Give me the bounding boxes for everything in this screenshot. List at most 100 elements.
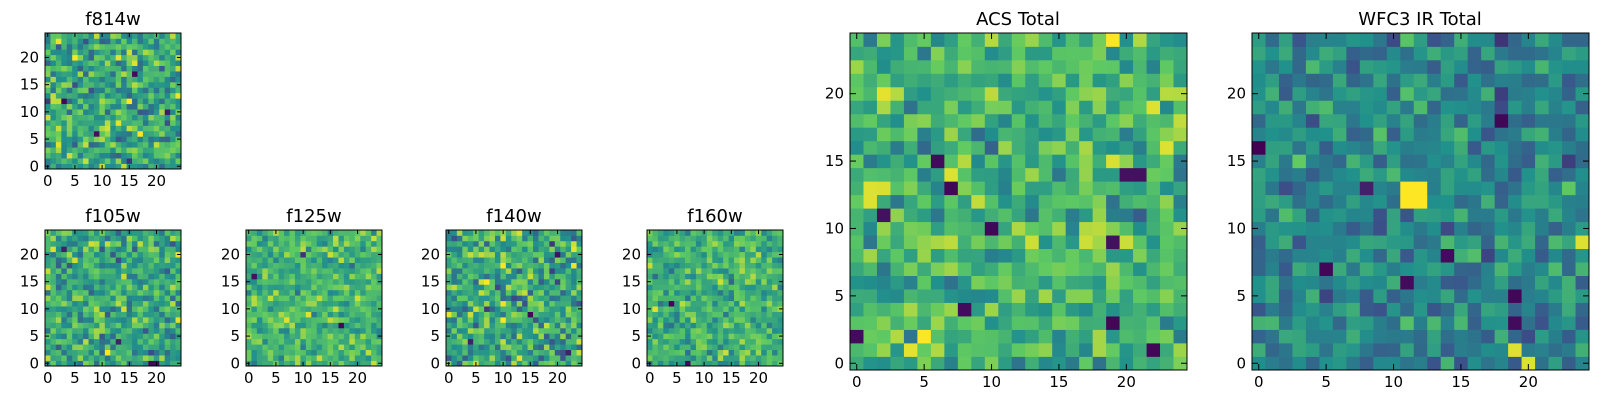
heatmap-cell xyxy=(1278,235,1293,250)
heatmap-cell xyxy=(527,333,534,340)
heatmap-cell xyxy=(1521,262,1536,276)
heatmap-cell xyxy=(505,355,512,361)
heatmap-cell xyxy=(121,87,127,94)
heatmap-cell xyxy=(126,152,133,159)
heatmap-cell xyxy=(1119,113,1134,128)
heatmap-cell xyxy=(744,295,751,302)
heatmap-cell xyxy=(674,300,680,307)
heatmap-cell xyxy=(766,295,773,302)
heatmap-cell xyxy=(1346,167,1361,182)
heatmap-cell xyxy=(93,141,100,148)
heatmap-cell xyxy=(1427,33,1442,47)
heatmap-cell xyxy=(663,306,670,312)
heatmap-cell xyxy=(494,262,501,269)
heatmap-cell xyxy=(175,317,182,323)
heatmap-cell xyxy=(766,289,773,296)
heatmap-cell xyxy=(1252,343,1266,357)
heatmap-cell xyxy=(668,235,675,242)
heatmap-cell xyxy=(278,273,285,280)
heatmap-cell xyxy=(1092,127,1107,142)
heatmap-cell xyxy=(126,295,133,302)
heatmap-cell xyxy=(1481,73,1495,88)
heatmap-cell xyxy=(489,289,496,296)
heatmap-cell xyxy=(88,273,95,280)
y-tick-label: 5 xyxy=(834,287,844,305)
heatmap-cell xyxy=(1427,316,1442,330)
heatmap-cell xyxy=(77,109,84,115)
heatmap-cell xyxy=(83,273,89,280)
heatmap-cell xyxy=(93,71,100,77)
heatmap-cell xyxy=(750,306,757,312)
heatmap-cell xyxy=(1305,86,1320,101)
heatmap-cell xyxy=(1535,329,1549,344)
heatmap-cell xyxy=(1052,154,1067,169)
heatmap-cell xyxy=(159,295,166,302)
heatmap-cell xyxy=(88,125,95,132)
heatmap-cell xyxy=(175,289,182,296)
heatmap-cell xyxy=(1467,181,1482,196)
axes-frame xyxy=(44,229,182,367)
heatmap-cell xyxy=(132,81,138,88)
heatmap-cell xyxy=(1521,208,1536,223)
heatmap-cell xyxy=(45,38,51,45)
heatmap-cell xyxy=(1386,235,1401,250)
heatmap-cell xyxy=(685,235,691,242)
heatmap-cell xyxy=(311,360,318,367)
heatmap-cell xyxy=(1548,275,1563,290)
heatmap-cell xyxy=(903,100,918,115)
heatmap-cell xyxy=(376,235,383,242)
heatmap-cell xyxy=(1305,262,1320,276)
heatmap-cell xyxy=(164,268,171,274)
heatmap-cell xyxy=(446,338,452,345)
heatmap-cell xyxy=(1467,302,1482,317)
heatmap-cell xyxy=(734,333,740,340)
heatmap-cell xyxy=(663,349,670,356)
heatmap-cell xyxy=(1265,262,1280,276)
heatmap-cell xyxy=(1346,208,1361,223)
heatmap-cell xyxy=(88,360,95,367)
heatmap-cell xyxy=(527,278,534,285)
heatmap-cell xyxy=(327,349,334,356)
heatmap-cell xyxy=(1119,86,1134,101)
heatmap-cell xyxy=(652,344,659,351)
heatmap-cell xyxy=(511,338,518,345)
heatmap-cell xyxy=(142,158,149,164)
heatmap-cell xyxy=(1575,100,1590,115)
heatmap-cell xyxy=(679,246,686,253)
heatmap-cell xyxy=(685,311,691,318)
heatmap-cell xyxy=(294,349,301,356)
heatmap-cell xyxy=(850,356,864,371)
heatmap-cell xyxy=(77,273,84,280)
heatmap-cell xyxy=(1400,33,1415,47)
heatmap-cell xyxy=(527,311,534,318)
heatmap-cell xyxy=(159,152,166,159)
heatmap-cell xyxy=(354,306,361,312)
heatmap-cell xyxy=(1562,221,1576,236)
heatmap-cell xyxy=(750,355,757,361)
heatmap-cell xyxy=(66,49,73,56)
heatmap-cell xyxy=(766,338,773,345)
heatmap-cell xyxy=(61,273,68,280)
heatmap-cell xyxy=(132,268,138,274)
heatmap-cell xyxy=(766,240,773,247)
heatmap-cell xyxy=(88,43,95,50)
heatmap-cell xyxy=(668,295,675,302)
heatmap-cell xyxy=(1011,167,1026,182)
heatmap-cell xyxy=(500,284,507,291)
heatmap-cell xyxy=(1292,73,1307,88)
heatmap-cell xyxy=(917,113,932,128)
heatmap-cell xyxy=(850,194,864,209)
heatmap-cell xyxy=(1160,329,1174,344)
heatmap-cell xyxy=(533,311,539,318)
heatmap-cell xyxy=(971,329,986,344)
heatmap-cell xyxy=(88,268,95,274)
heatmap-cell xyxy=(115,333,122,340)
heatmap-cell xyxy=(467,268,474,274)
heatmap-cell xyxy=(121,130,127,137)
heatmap-cell xyxy=(723,322,729,329)
heatmap-cell xyxy=(652,300,659,307)
heatmap-cell xyxy=(565,284,572,291)
heatmap-cell xyxy=(647,284,653,291)
heatmap-cell xyxy=(267,355,274,361)
heatmap-cell xyxy=(755,317,762,323)
